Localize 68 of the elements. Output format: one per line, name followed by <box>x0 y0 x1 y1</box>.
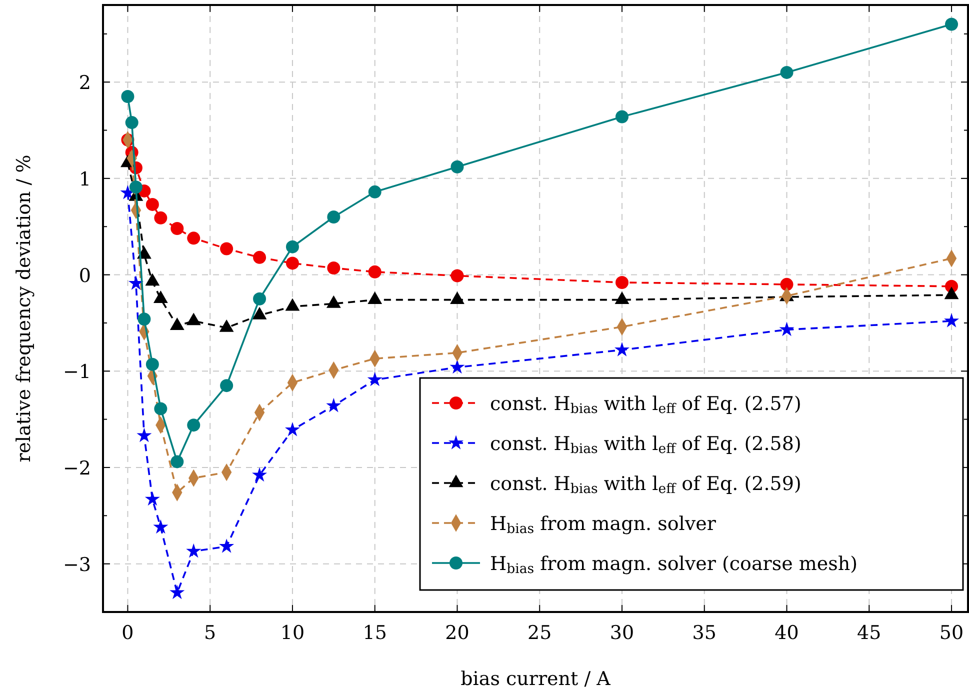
point <box>138 312 151 326</box>
y-tick-label: 2 <box>78 72 91 94</box>
point <box>284 422 300 436</box>
point <box>616 276 628 289</box>
x-axis-title: bias current / A <box>460 668 611 690</box>
point <box>220 379 234 392</box>
legend-label: const. H$_{bias}$ with l$_{eff}$ of Eq. (2.57) <box>490 393 802 418</box>
y-axis-title: relative frequency deviation / % <box>13 154 35 462</box>
point <box>136 428 152 442</box>
point <box>450 269 464 282</box>
point <box>187 232 200 245</box>
point <box>153 519 168 534</box>
point <box>367 372 382 386</box>
point <box>252 467 268 482</box>
point <box>286 256 299 270</box>
point <box>780 278 794 291</box>
point <box>326 398 342 412</box>
x-tick-label: 35 <box>692 622 716 644</box>
point <box>128 276 144 290</box>
point <box>614 342 630 356</box>
y-tick-label: −1 <box>62 361 91 384</box>
y-tick-label: 1 <box>78 168 91 190</box>
point <box>450 160 464 174</box>
x-tick-label: 0 <box>122 622 134 644</box>
point <box>286 240 299 254</box>
point <box>125 116 138 130</box>
point <box>170 584 185 600</box>
point <box>219 538 234 553</box>
x-tick-label: 20 <box>445 622 470 644</box>
x-tick-label: 25 <box>528 622 552 644</box>
point <box>146 198 159 211</box>
legend-label: H$_{bias}$ from magn. solver <box>490 513 717 538</box>
point <box>616 110 628 124</box>
point <box>368 185 382 198</box>
legend-label: H$_{bias}$ from magn. solver (coarse mesh) <box>490 553 858 578</box>
point <box>144 491 160 506</box>
point <box>154 211 168 224</box>
x-tick-label: 5 <box>204 622 216 644</box>
point <box>944 313 960 328</box>
point <box>186 543 202 558</box>
point <box>450 359 465 374</box>
y-tick-label: −2 <box>62 457 91 480</box>
legend-label: const. H$_{bias}$ with l$_{eff}$ of Eq. (2.59) <box>490 473 802 498</box>
y-tick-label: 0 <box>78 264 91 287</box>
x-tick-label: 15 <box>362 622 387 644</box>
point <box>327 262 340 275</box>
x-tick-label: 30 <box>610 622 634 644</box>
point <box>170 455 184 468</box>
x-tick-label: 45 <box>857 622 882 644</box>
x-tick-label: 10 <box>280 622 305 644</box>
point <box>121 90 134 104</box>
point <box>327 210 340 224</box>
point <box>253 292 266 306</box>
x-tick-label: 50 <box>939 622 964 644</box>
point <box>945 18 958 31</box>
point <box>253 250 266 264</box>
x-tick-label: 40 <box>774 622 799 644</box>
point <box>187 418 200 432</box>
point <box>368 265 382 278</box>
y-tick-label: −3 <box>62 554 91 576</box>
point <box>129 180 142 194</box>
point <box>146 358 159 371</box>
point <box>220 242 234 256</box>
point <box>170 222 184 236</box>
point <box>780 66 794 79</box>
point <box>154 402 168 416</box>
legend-label: const. H$_{bias}$ with l$_{eff}$ of Eq. (2.58) <box>490 433 802 458</box>
point <box>779 322 794 336</box>
